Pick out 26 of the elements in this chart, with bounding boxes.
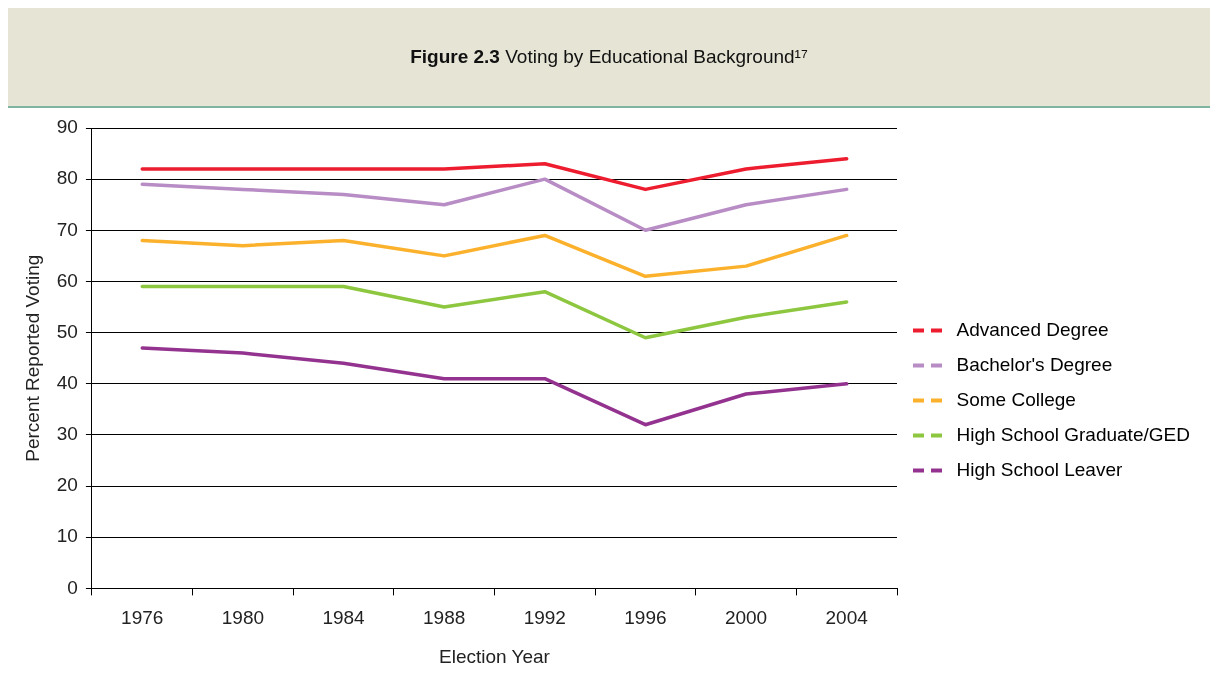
y-tick-label: 80: [56, 167, 78, 189]
legend-label: High School Leaver: [956, 458, 1123, 480]
y-tick-label: 40: [56, 372, 78, 394]
legend-label: High School Graduate/GED: [956, 423, 1190, 445]
y-tick-label: 60: [56, 269, 78, 291]
x-tick-label: 1996: [624, 607, 667, 629]
x-axis-title: Election Year: [439, 645, 551, 667]
y-tick-label: 30: [56, 423, 78, 445]
x-tick-label: 2004: [825, 607, 869, 629]
legend-label: Bachelor's Degree: [956, 353, 1113, 375]
y-axis-title: Percent Reported Voting: [21, 254, 43, 462]
y-tick-label: 70: [56, 218, 78, 240]
x-tick-label: 1980: [221, 607, 265, 629]
y-tick-label: 20: [56, 474, 78, 496]
x-tick-label: 1984: [322, 607, 366, 629]
x-tick-label: 1976: [121, 607, 164, 629]
legend-label: Advanced Degree: [956, 318, 1109, 340]
x-tick-label: 1988: [423, 607, 466, 629]
y-tick-label: 10: [56, 525, 78, 547]
chart-title: Figure 2.3 Voting by Educational Background¹⁷: [410, 46, 808, 67]
y-tick-label: 50: [56, 320, 78, 342]
x-tick-label: 2000: [724, 607, 768, 629]
y-tick-label: 90: [56, 116, 78, 138]
y-tick-label: 0: [67, 576, 78, 598]
x-tick-label: 1992: [523, 607, 566, 629]
legend-label: Some College: [956, 388, 1076, 410]
